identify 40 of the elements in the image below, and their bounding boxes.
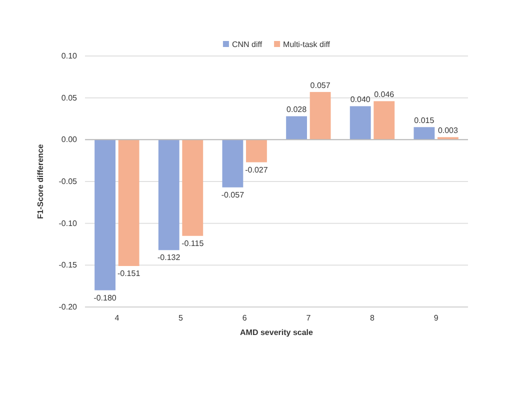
bar bbox=[414, 127, 435, 140]
y-tick-label: -0.20 bbox=[58, 302, 78, 312]
y-tick-label: 0.05 bbox=[61, 93, 78, 102]
data-label: -0.057 bbox=[221, 190, 245, 200]
x-axis-title: AMD severity scale bbox=[240, 328, 314, 337]
bar bbox=[246, 140, 267, 162]
data-label: 0.057 bbox=[310, 80, 331, 90]
x-tick-label: 6 bbox=[242, 314, 248, 323]
data-label: 0.015 bbox=[414, 116, 435, 126]
data-label: -0.151 bbox=[117, 269, 141, 278]
bar bbox=[118, 140, 140, 266]
bar bbox=[310, 92, 331, 140]
y-tick-label: 0.00 bbox=[61, 135, 78, 144]
y-axis-title: F1-Score difference bbox=[36, 144, 45, 219]
x-tick-label: 8 bbox=[370, 314, 376, 323]
y-tick-label: -0.05 bbox=[58, 177, 78, 186]
x-tick-label: 7 bbox=[306, 314, 312, 323]
x-tick-label: 4 bbox=[114, 314, 120, 323]
y-tick-label: 0.10 bbox=[61, 52, 78, 61]
bar bbox=[158, 140, 180, 250]
y-tick-label: -0.15 bbox=[58, 260, 78, 270]
data-label: -0.027 bbox=[245, 165, 268, 174]
data-label: 0.003 bbox=[438, 126, 459, 136]
x-tick-label: 5 bbox=[178, 314, 184, 323]
data-label: -0.180 bbox=[94, 293, 117, 302]
bar bbox=[94, 140, 116, 290]
x-tick-label: 9 bbox=[434, 314, 439, 323]
data-label: 0.046 bbox=[374, 90, 395, 100]
y-tick-label: -0.10 bbox=[58, 218, 78, 228]
legend-label: CNN diff bbox=[232, 40, 263, 49]
bar bbox=[182, 140, 204, 236]
data-label: 0.028 bbox=[286, 105, 308, 114]
bar bbox=[222, 140, 244, 188]
legend-label: Multi-task diff bbox=[283, 40, 331, 49]
data-label: -0.132 bbox=[158, 253, 181, 262]
bar bbox=[374, 101, 395, 140]
bar bbox=[350, 106, 371, 140]
data-label: -0.115 bbox=[182, 238, 204, 248]
data-label: 0.040 bbox=[350, 95, 371, 104]
bar bbox=[286, 116, 307, 140]
